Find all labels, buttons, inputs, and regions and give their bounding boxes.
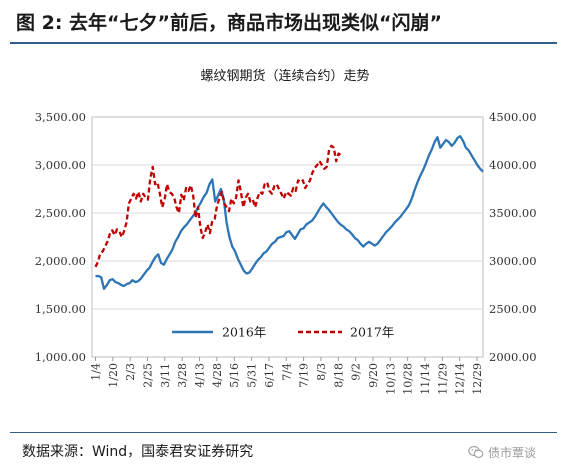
legend-label-2017: 2017年 [350, 325, 394, 340]
series-2017-line [94, 144, 342, 268]
x-tick-label: 5/31 [246, 363, 259, 388]
watermark: 债市覃谈 [468, 442, 536, 462]
x-tick-label: 11/14 [419, 363, 432, 395]
left-tick-label: 2,500.00 [35, 206, 86, 220]
wechat-icon [468, 446, 484, 458]
figure-title: 图 2: 去年“七夕”前后，商品市场出现类似“闪崩” [16, 12, 442, 34]
right-tick-label: 2500.00 [489, 302, 537, 316]
x-tick-label: 7/4 [280, 363, 293, 381]
chart-title: 螺纹钢期货（连续合约）走势 [200, 68, 369, 84]
footer-rule [10, 432, 557, 433]
x-tick-label: 4/28 [211, 363, 224, 388]
x-tick-label: 6/17 [263, 363, 276, 388]
left-tick-label: 1,500.00 [35, 302, 86, 316]
x-axis: 1/4 1/20 2/3 2/25 3/11 3/28 4/13 4/28 5/16 5/31 6/… [90, 357, 484, 395]
x-tick-label: 3/11 [159, 363, 172, 388]
x-tick-label: 8/3 [315, 363, 328, 381]
right-tick-label: 4000.00 [489, 158, 537, 172]
x-tick-label: 2/25 [142, 363, 155, 388]
x-tick-label: 10/28 [402, 363, 415, 395]
legend-label-2016: 2016年 [222, 325, 266, 340]
right-tick-label: 3500.00 [489, 206, 537, 220]
left-tick-label: 3,000.00 [35, 158, 86, 172]
left-tick-label: 2,000.00 [35, 254, 86, 268]
watermark-text: 债市覃谈 [488, 445, 537, 460]
left-tick-label: 1,000.00 [35, 350, 86, 364]
grid-lines [92, 164, 483, 310]
header-rule [10, 42, 557, 44]
legend: 2016年 2017年 [172, 325, 394, 340]
series-2016-line [95, 135, 484, 290]
x-tick-label: 2/3 [124, 363, 137, 381]
right-tick-label: 3000.00 [489, 254, 537, 268]
x-tick-label: 9/20 [367, 363, 380, 388]
x-tick-label: 10/13 [384, 363, 397, 395]
left-tick-label: 3,500.00 [35, 110, 86, 124]
left-y-axis: 1,000.00 1,500.00 2,000.00 2,500.00 3,000.00… [35, 110, 86, 364]
x-tick-label: 4/13 [194, 363, 207, 388]
figure-header: 图 2: 去年“七夕”前后，商品市场出现类似“闪崩” [0, 0, 567, 42]
right-tick-label: 2000.00 [489, 350, 537, 364]
x-tick-label: 8/18 [332, 363, 345, 388]
x-tick-label: 12/29 [471, 363, 484, 395]
series-lines [94, 135, 484, 290]
source-note: 数据来源：Wind，国泰君安证券研究 [22, 444, 254, 460]
x-tick-label: 9/2 [350, 363, 363, 381]
right-y-axis: 2000.00 2500.00 3000.00 3500.00 4000.00 4500.… [489, 110, 537, 364]
x-tick-label: 5/16 [228, 363, 241, 388]
right-tick-label: 4500.00 [489, 110, 537, 124]
x-tick-label: 11/29 [436, 363, 449, 395]
x-tick-label: 7/19 [298, 363, 311, 388]
x-tick-label: 12/14 [454, 363, 467, 395]
x-tick-label: 1/20 [107, 363, 120, 388]
x-tick-label: 3/28 [176, 363, 189, 388]
plot-area [91, 116, 484, 358]
x-tick-label: 1/4 [90, 363, 103, 381]
